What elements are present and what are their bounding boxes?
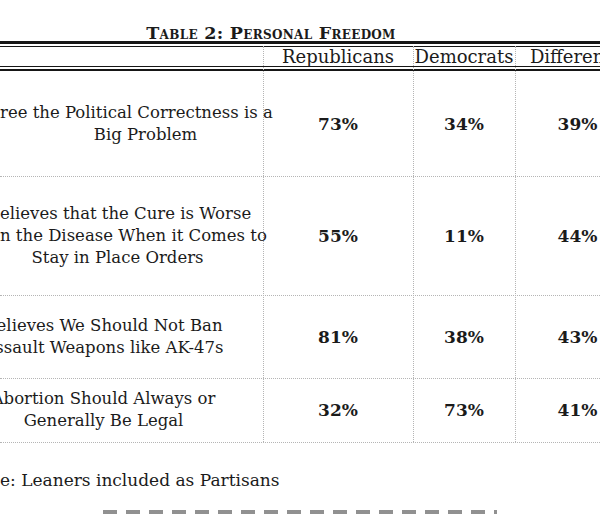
value-difference: 39%	[515, 71, 600, 176]
row-label-assault-weapons: Believes We Should Not Ban Assault Weapo…	[0, 295, 263, 378]
value-democrats: 38%	[413, 295, 515, 378]
personal-freedom-table-page: Table 2: Personal Freedom Republicans De…	[0, 0, 600, 515]
row-label-line: Big Problem	[94, 124, 197, 146]
value-democrats: 73%	[413, 378, 515, 442]
value-difference: 41%	[515, 378, 600, 442]
row-label-cure-worse-than-disease: elieves that the Cure is Worse n the Dis…	[0, 176, 263, 295]
value-democrats: 34%	[413, 71, 515, 176]
cutoff-text-sliver	[103, 510, 497, 514]
value-difference: 44%	[515, 176, 600, 295]
row-label-line: ree the Political Correctness is a	[0, 102, 273, 124]
double-rule-top-thick	[0, 41, 600, 44]
row-label-line: n the Disease When it Comes to	[0, 225, 267, 247]
table-bottom-border	[0, 442, 600, 443]
value-democrats: 11%	[413, 176, 515, 295]
value-republicans: 73%	[263, 71, 413, 176]
row-label-line: elieves that the Cure is Worse	[0, 203, 251, 225]
row-label-line: Assault Weapons like AK-47s	[0, 337, 224, 359]
row-label-line: Stay in Place Orders	[31, 247, 203, 269]
column-header-difference: Difference	[515, 46, 600, 66]
double-rule-header-thin	[0, 66, 600, 67]
row-label-abortion: Abortion Should Always or Generally Be L…	[0, 378, 263, 442]
value-republicans: 81%	[263, 295, 413, 378]
value-republicans: 55%	[263, 176, 413, 295]
column-header-republicans: Republicans	[263, 46, 413, 66]
table-footnote: e: Leaners included as Partisans	[0, 470, 279, 490]
row-label-line: Abortion Should Always or	[0, 388, 215, 410]
row-label-line: Believes We Should Not Ban	[0, 315, 223, 337]
row-label-political-correctness: ree the Political Correctness is a Big P…	[0, 71, 263, 176]
table-title: Table 2: Personal Freedom	[0, 23, 542, 43]
value-difference: 43%	[515, 295, 600, 378]
column-header-democrats: Democrats	[413, 46, 515, 66]
row-label-line: Generally Be Legal	[24, 410, 184, 432]
value-republicans: 32%	[263, 378, 413, 442]
